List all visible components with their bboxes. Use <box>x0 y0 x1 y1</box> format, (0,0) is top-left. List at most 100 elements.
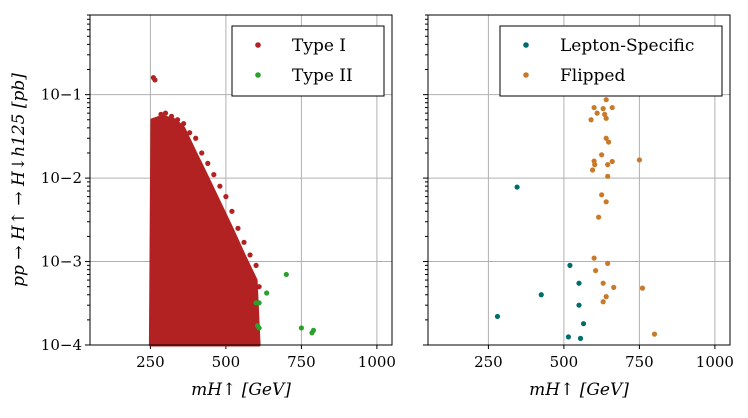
flipped-point <box>600 299 606 305</box>
type-i-point <box>162 110 169 116</box>
lepton-specific-point <box>494 313 501 320</box>
flipped-point <box>603 115 609 121</box>
lepton-specific-point <box>565 334 572 340</box>
type-i-point <box>223 194 229 200</box>
type-i-dense-cloud <box>148 114 261 347</box>
x-tick-label: 750 <box>287 353 316 371</box>
lepton-specific-point <box>580 321 587 327</box>
type-ii-point <box>283 271 289 278</box>
type-ii-point <box>256 300 262 306</box>
lepton-specific-point <box>514 184 520 190</box>
y-tick-label: 10−2 <box>41 169 82 187</box>
lepton-specific-point <box>577 335 584 341</box>
lepton-specific-legend-marker <box>523 42 529 48</box>
type-i-point <box>253 262 259 268</box>
type-i-point <box>247 252 253 258</box>
left-points <box>150 75 317 336</box>
flipped-point <box>593 267 599 274</box>
flipped-point <box>591 255 597 261</box>
flipped-point <box>600 106 606 112</box>
type-i-legend-marker <box>255 42 261 48</box>
x-tick-label: 500 <box>212 353 241 371</box>
type-i-point <box>205 160 211 166</box>
type-ii-point <box>256 325 262 331</box>
flipped-point <box>609 104 615 111</box>
left-ticks: 250 500 750 1000 10−4 10−3 10−2 10−1 <box>41 14 396 371</box>
type-i-point <box>174 117 181 123</box>
x-tick-label: 1000 <box>358 353 396 371</box>
y-axis-label: pp → H↑ → H↓h125 [pb] <box>9 73 29 287</box>
y-tick-label: 10−4 <box>41 336 82 354</box>
lepton-specific-legend-label: Lepton-Specific <box>560 36 694 56</box>
left-dense-region <box>148 114 261 347</box>
flipped-point <box>639 285 646 291</box>
type-i-point <box>211 172 217 178</box>
right-x-axis-label: mH↑ [GeV] <box>529 380 629 400</box>
flipped-point <box>602 111 608 117</box>
flipped-point <box>591 104 597 111</box>
lepton-specific-point <box>567 262 573 268</box>
flipped-point <box>605 162 611 168</box>
left-axes-frame <box>89 14 393 346</box>
type-ii-point <box>298 325 304 331</box>
lepton-specific-point <box>538 292 544 298</box>
type-i-point <box>235 225 241 231</box>
type-i-point <box>217 183 223 189</box>
y-tick-label: 10−1 <box>41 86 82 104</box>
type-ii-point <box>310 327 317 333</box>
flipped-point <box>609 158 615 165</box>
flipped-legend-label: Flipped <box>560 66 625 86</box>
type-i-point <box>181 120 187 127</box>
type-i-point <box>153 117 160 123</box>
flipped-point <box>589 167 596 173</box>
type-i-point <box>168 113 175 119</box>
flipped-point <box>651 331 658 337</box>
flipped-point <box>636 157 643 163</box>
lepton-specific-point <box>576 302 582 308</box>
right-axes-frame <box>427 14 731 346</box>
right-points <box>494 97 658 341</box>
legend-box <box>499 25 723 97</box>
type-ii-legend-marker <box>255 72 261 78</box>
x-tick-label: 750 <box>625 353 654 371</box>
type-i-point <box>256 284 262 290</box>
flipped-point <box>603 199 609 205</box>
flipped-point <box>600 280 606 286</box>
flipped-point <box>588 117 594 123</box>
legend-box <box>231 25 385 97</box>
type-i-point <box>152 77 158 83</box>
flipped-point <box>594 110 600 116</box>
x-tick-label: 250 <box>136 353 165 371</box>
type-i-point <box>199 150 205 156</box>
type-ii-point <box>264 290 270 296</box>
type-ii-legend-label: Type II <box>292 66 353 86</box>
y-tick-label: 10−3 <box>41 253 82 271</box>
flipped-point <box>605 173 611 179</box>
type-i-point <box>229 208 235 214</box>
flipped-point <box>603 97 609 103</box>
flipped-point <box>592 162 598 168</box>
flipped-point <box>611 284 617 290</box>
flipped-point <box>599 192 605 198</box>
type-i-point <box>193 135 199 141</box>
flipped-point <box>603 135 609 141</box>
flipped-point <box>605 260 611 267</box>
flipped-point <box>603 294 609 300</box>
flipped-point <box>596 214 602 220</box>
x-tick-label: 500 <box>550 353 579 371</box>
type-i-point <box>241 239 247 245</box>
type-i-legend-label: Type I <box>292 36 346 56</box>
flipped-legend-marker <box>523 72 529 78</box>
flipped-point <box>605 139 612 145</box>
right-legend: Lepton-Specific Flipped <box>499 25 723 97</box>
right-panel: 250 500 750 1000 mH↑ [GeV] Lepton-Specific F… <box>423 14 734 400</box>
lepton-specific-point <box>576 280 582 286</box>
flipped-point <box>599 152 605 158</box>
left-x-axis-label: mH↑ [GeV] <box>191 380 291 400</box>
left-legend: Type I Type II <box>231 25 385 97</box>
x-tick-label: 250 <box>474 353 503 371</box>
type-i-point <box>158 111 164 117</box>
x-tick-label: 1000 <box>696 353 734 371</box>
